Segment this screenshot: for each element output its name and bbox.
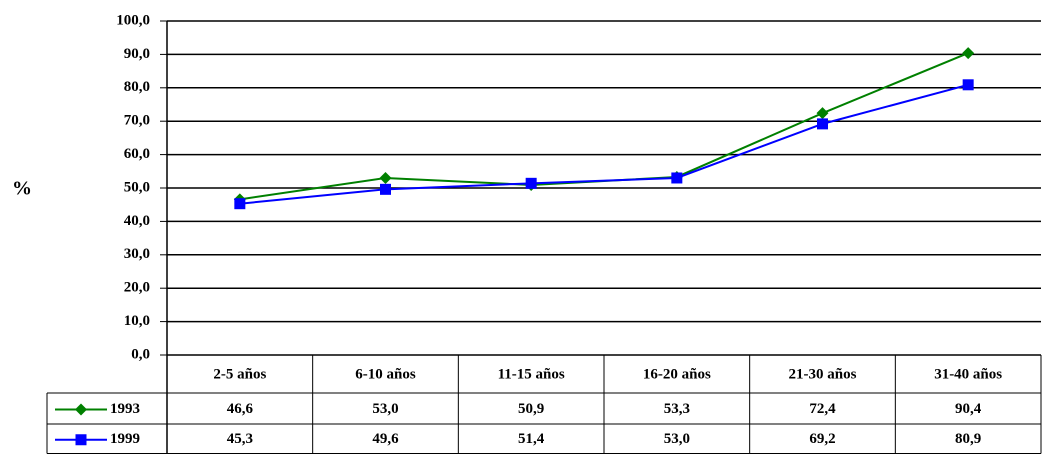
y-tick-label: 80,0 — [124, 79, 150, 95]
data-point — [234, 198, 246, 210]
y-tick-label: 50,0 — [124, 179, 150, 195]
data-point — [817, 118, 828, 130]
y-tick-label: 0,0 — [131, 346, 150, 362]
data-point — [525, 177, 537, 189]
data-label: 80,9 — [955, 431, 981, 447]
y-tick-label: 90,0 — [124, 46, 150, 62]
y-tick-label: 30,0 — [124, 246, 150, 262]
y-tick-label: 20,0 — [124, 280, 150, 296]
data-label: 50,9 — [518, 401, 544, 417]
legend-label: 1999 — [110, 431, 140, 447]
series-line — [239, 52, 969, 201]
x-tick-label: 11-15 años — [498, 366, 565, 382]
y-tick-label: 70,0 — [124, 113, 150, 129]
data-point — [816, 107, 829, 120]
data-label: 46,6 — [227, 401, 254, 417]
data-point — [962, 79, 974, 91]
data-label: 90,4 — [955, 401, 982, 417]
data-label: 69,2 — [809, 431, 835, 447]
data-label: 49,6 — [372, 431, 399, 447]
data-label: 53,0 — [664, 431, 690, 447]
legend-label: 1993 — [110, 401, 140, 417]
y-tick-label: 100,0 — [116, 12, 150, 28]
y-tick-label: 40,0 — [124, 213, 150, 229]
y-tick-label: 60,0 — [124, 146, 150, 162]
x-tick-label: 31-40 años — [934, 366, 1002, 382]
data-label: 53,0 — [372, 401, 398, 417]
data-point — [671, 172, 683, 184]
legend-marker — [75, 434, 87, 446]
x-tick-label: 21-30 años — [789, 366, 857, 382]
data-label: 53,3 — [664, 401, 690, 417]
data-point — [379, 171, 392, 184]
x-tick-label: 6-10 años — [355, 366, 416, 382]
y-axis-label: % — [12, 178, 32, 200]
legend-marker — [75, 403, 87, 416]
data-label: 72,4 — [809, 401, 836, 417]
data-label: 45,3 — [227, 431, 253, 447]
data-point — [380, 183, 391, 195]
y-tick-label: 10,0 — [124, 313, 150, 329]
x-tick-label: 16-20 años — [643, 366, 711, 382]
data-label: 51,4 — [518, 431, 545, 447]
data-point — [962, 47, 975, 60]
x-tick-label: 2-5 años — [213, 366, 266, 382]
series-line — [239, 83, 969, 205]
